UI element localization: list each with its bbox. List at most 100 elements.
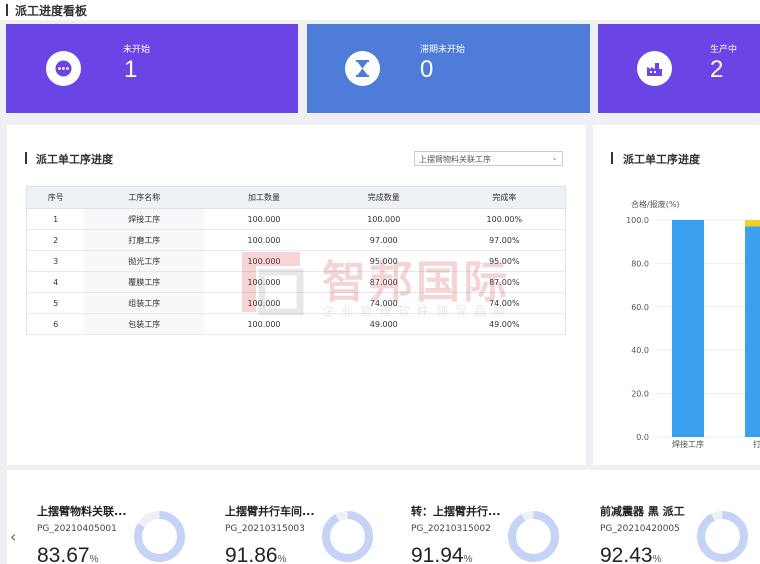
progress-donut [697,511,748,562]
table-cell: 组装工序 [84,292,205,314]
table-cell: 95.000 [323,250,444,272]
factory-icon [637,51,672,86]
table-cell: 3 [26,250,85,272]
bar-segment [672,220,704,437]
donut-progress-arc [134,511,185,562]
y-tick-label: 20.0 [631,390,649,399]
x-tick-label: 打磨 [753,439,760,449]
table-row[interactable]: 2 打磨工序 100.000 97.000 97.00% [26,229,566,251]
table-cell: 覆膜工序 [84,271,205,293]
table-cell: 5 [26,292,85,314]
card-code: PG_20210315003 [225,524,305,534]
card-code: PG_20210420005 [600,524,680,534]
column-header: 工序名称 [84,186,205,209]
dispatch-cards-strip [7,470,760,564]
table-row[interactable]: 3 抛光工序 100.000 95.000 95.00% [26,250,566,272]
title-marker [25,152,27,164]
progress-donut [134,511,185,562]
y-tick-label: 0.0 [636,433,649,442]
table-row[interactable]: 6 包装工序 100.000 49.000 49.00% [26,313,566,335]
column-header: 完成率 [443,186,566,209]
table-cell: 打磨工序 [84,229,205,251]
chart-svg: 0.0 20.0 40.0 60.0 80.0 100.0 焊接工序 打磨 [626,216,760,449]
chevron-down-icon: ⌄ [551,153,558,162]
column-header: 序号 [26,186,85,209]
stat-value: 2 [710,56,724,83]
table-cell: 74.000 [323,292,444,314]
stat-label: 滞期未开始 [420,45,466,55]
process-table-title: 派工单工序进度 [36,153,113,166]
table-row[interactable]: 4 覆膜工序 100.000 87.000 87.00% [26,271,566,293]
table-cell: 49.00% [443,313,566,335]
select-value: 上摆臂物料关联工序 [419,155,491,164]
stat-card-not-started[interactable]: 未开始 1 [6,24,298,113]
card-title: 前减震器 黑 派工 [600,505,685,518]
donut-progress-arc [322,511,373,562]
card-title: 上摆臂并行车间... [225,505,315,518]
table-cell: 49.000 [323,313,444,335]
process-filter-select[interactable]: 上摆臂物料关联工序 ⌄ [414,151,563,166]
title-marker [611,152,613,164]
table-cell: 2 [26,229,85,251]
more-dots-icon [46,51,81,86]
x-tick-label: 焊接工序 [672,439,704,449]
table-cell: 95.00% [443,250,566,272]
title-marker [6,4,8,16]
stat-value: 1 [124,56,138,83]
card-percent: 83.67% [37,544,98,564]
table-cell: 包装工序 [84,313,205,335]
column-header: 加工数量 [204,186,324,209]
table-header-row: 序号 工序名称 加工数量 完成数量 完成率 [26,186,566,209]
table-cell: 100.000 [323,208,444,230]
card-percent-value: 91.94 [411,544,464,564]
stat-label: 生产中 [710,45,738,55]
card-code: PG_20210405001 [37,524,117,534]
progress-donut [508,511,559,562]
table-cell: 4 [26,271,85,293]
y-axis-label: 合格/报废(%) [631,200,680,209]
column-header: 完成数量 [323,186,444,209]
table-cell: 97.00% [443,229,566,251]
card-percent-unit: % [652,554,662,564]
table-cell: 100.000 [204,208,324,230]
y-tick-label: 40.0 [631,346,649,355]
table-row[interactable]: 1 焊接工序 100.000 100.000 100.00% [26,208,566,230]
card-percent: 91.86% [225,544,286,564]
y-tick-label: 100.0 [626,216,649,225]
stat-card-in-production[interactable]: 生产中 2 [598,24,760,113]
table-cell: 100.000 [204,271,324,293]
page-title: 派工进度看板 [15,4,88,18]
y-tick-label: 80.0 [631,259,649,268]
table-cell: 100.000 [204,313,324,335]
card-percent-value: 83.67 [37,544,90,564]
process-table: 序号 工序名称 加工数量 完成数量 完成率 1 焊接工序 100.000 100… [26,186,566,335]
table-cell: 100.000 [204,292,324,314]
page-header: 派工进度看板 [0,0,760,20]
hourglass-icon [345,51,380,86]
card-percent: 91.94% [411,544,472,564]
progress-donut [322,511,373,562]
table-cell: 100.00% [443,208,566,230]
table-cell: 100.000 [204,250,324,272]
table-cell: 抛光工序 [84,250,205,272]
table-cell: 100.000 [204,229,324,251]
card-percent-unit: % [463,554,473,564]
process-bar-chart: 0.0 20.0 40.0 60.0 80.0 100.0 焊接工序 打磨 [593,205,760,450]
chevron-left-icon: ‹ [10,527,17,546]
card-percent-unit: % [277,554,287,564]
y-tick-label: 60.0 [631,303,649,312]
card-percent: 92.43% [600,544,661,564]
stat-label: 未开始 [123,45,151,55]
stat-value: 0 [420,56,434,83]
bar-segment [745,226,760,437]
stat-card-delayed[interactable]: 滞期未开始 0 [307,24,590,113]
chart-title: 派工单工序进度 [623,153,700,166]
carousel-prev-button[interactable]: ‹ [10,527,16,546]
table-row[interactable]: 5 组装工序 100.000 74.000 74.00% [26,292,566,314]
table-cell: 6 [26,313,85,335]
donut-progress-arc [697,511,748,562]
table-cell: 焊接工序 [84,208,205,230]
donut-progress-arc [508,511,559,562]
card-percent-unit: % [89,554,99,564]
card-title: 转：上摆臂并行... [411,505,501,518]
